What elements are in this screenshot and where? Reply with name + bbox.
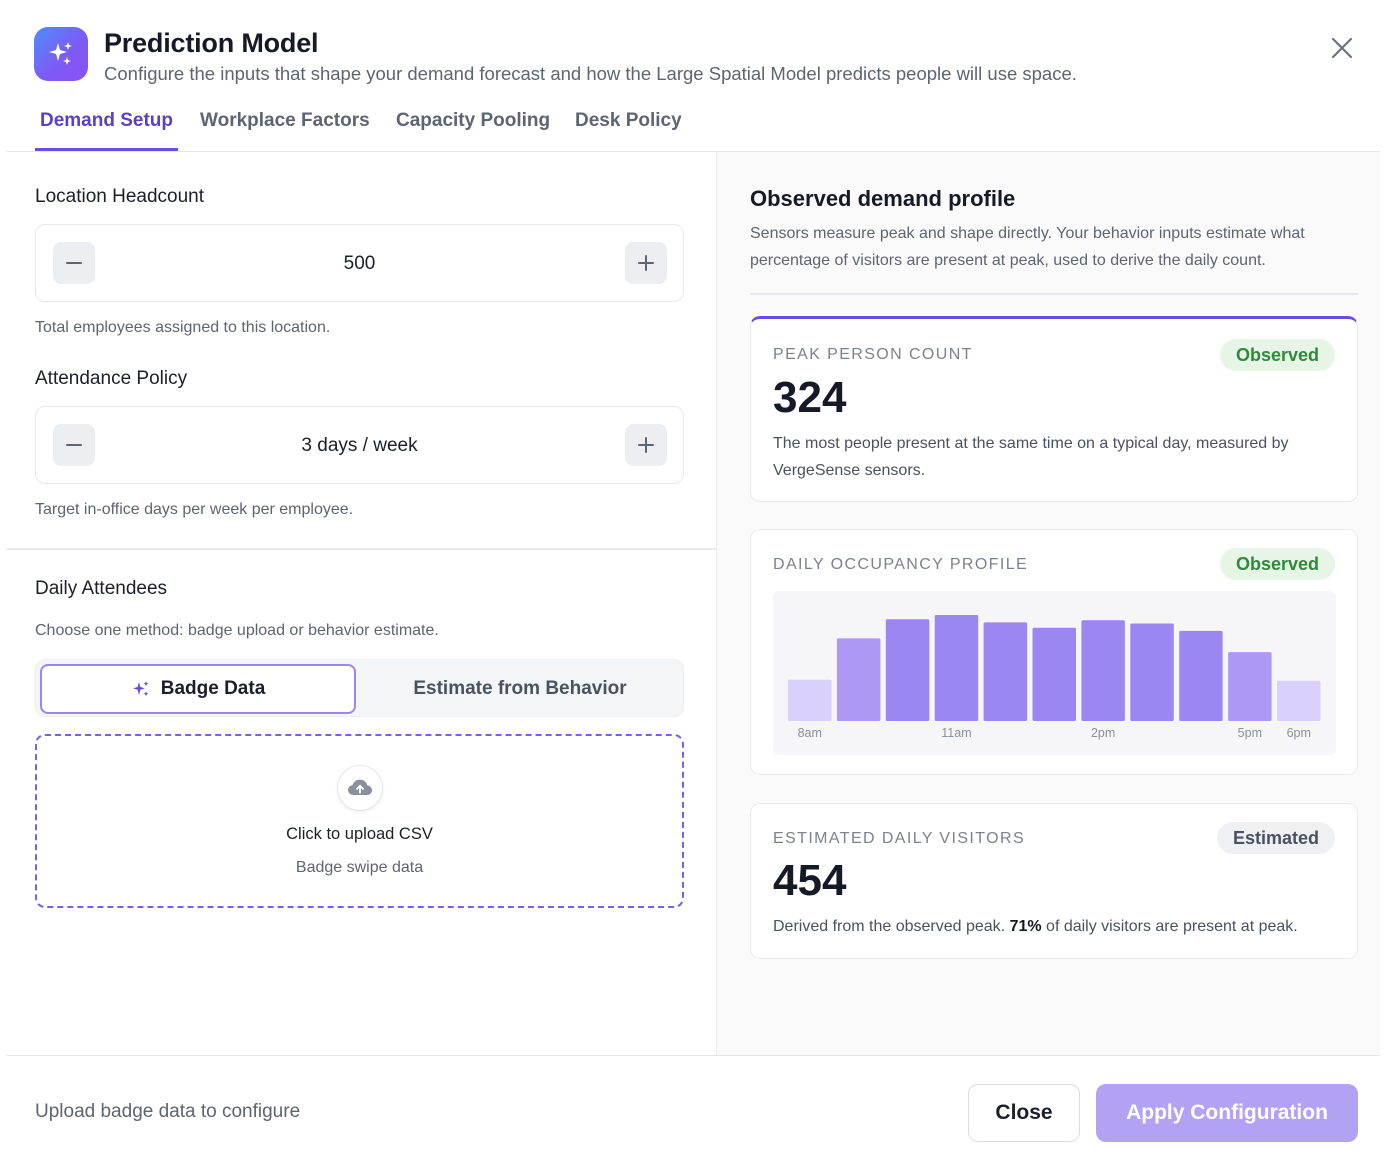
attendance-increment-button[interactable] bbox=[625, 424, 667, 466]
method-toggle: Badge Data Estimate from Behavior bbox=[35, 659, 684, 717]
tab-bar: Demand Setup Workplace Factors Capacity … bbox=[6, 100, 1380, 152]
peak-value: 324 bbox=[773, 373, 847, 422]
peak-label: PEAK PERSON COUNT bbox=[773, 346, 973, 363]
sparkles-icon bbox=[132, 681, 149, 697]
tab-demand-setup[interactable]: Demand Setup bbox=[35, 110, 179, 151]
attendance-stepper: 3 days / week bbox=[35, 406, 684, 484]
attendance-hint: Target in-office days per week per emplo… bbox=[35, 501, 354, 518]
sparkles-icon bbox=[34, 27, 88, 81]
minus-icon bbox=[66, 262, 82, 264]
badge-data-option[interactable]: Badge Data bbox=[40, 664, 356, 714]
x-tick-label: 8am bbox=[798, 726, 822, 740]
dialog-footer: Upload badge data to configure Close App… bbox=[6, 1055, 1380, 1176]
x-tick-label: 11am bbox=[941, 726, 971, 740]
plus-icon bbox=[638, 437, 654, 453]
upload-subtitle: Badge swipe data bbox=[295, 859, 424, 876]
headcount-label: Location Headcount bbox=[35, 186, 205, 207]
headcount-decrement-button[interactable] bbox=[53, 242, 95, 284]
occupancy-bar-chart: 8am 11am 2pm 5pm 6pm bbox=[788, 615, 1321, 740]
profile-title: Observed demand profile bbox=[750, 186, 1016, 211]
profile-description: Sensors measure peak and shape directly.… bbox=[750, 225, 1305, 269]
occupancy-chart-area: 8am 11am 2pm 5pm 6pm bbox=[773, 591, 1336, 755]
estimated-description: Derived from the observed peak. 71% of d… bbox=[773, 913, 1343, 940]
occupancy-bar-5pm bbox=[1228, 652, 1272, 721]
tab-desk-policy[interactable]: Desk Policy bbox=[575, 110, 682, 131]
occupancy-bar-10am bbox=[885, 619, 930, 721]
occupancy-bar-8am bbox=[788, 679, 832, 721]
x-tick-label: 2pm bbox=[1091, 726, 1115, 740]
cloud-upload-icon bbox=[337, 765, 383, 811]
footer-status-text: Upload badge data to configure bbox=[35, 1101, 301, 1122]
plus-icon bbox=[638, 255, 654, 271]
badge-data-label: Badge Data bbox=[160, 678, 266, 699]
peak-status-badge: Observed bbox=[1219, 339, 1335, 371]
profile-divider bbox=[750, 293, 1358, 295]
close-button[interactable]: Close bbox=[968, 1084, 1080, 1142]
daily-attendees-hint: Choose one method: badge upload or behav… bbox=[35, 622, 439, 639]
upload-title: Click to upload CSV bbox=[286, 825, 433, 843]
occupancy-bar-12pm bbox=[983, 622, 1028, 721]
profile-card-label: DAILY OCCUPANCY PROFILE bbox=[773, 556, 1029, 573]
peak-share-percent: 71% bbox=[1009, 918, 1042, 935]
attendance-value[interactable]: 3 days / week bbox=[301, 435, 418, 456]
dialog-header: Prediction Model Configure the inputs th… bbox=[6, 0, 1380, 96]
occupancy-bar-4pm bbox=[1179, 630, 1223, 721]
x-tick-label: 5pm bbox=[1238, 726, 1262, 740]
headcount-increment-button[interactable] bbox=[625, 242, 667, 284]
occupancy-bar-2pm bbox=[1081, 620, 1125, 721]
occupancy-bar-11am bbox=[934, 615, 979, 721]
occupancy-bar-9am bbox=[836, 638, 881, 721]
page-title: Prediction Model bbox=[104, 28, 319, 58]
tab-workplace-factors[interactable]: Workplace Factors bbox=[200, 110, 370, 131]
estimate-from-behavior-option[interactable]: Estimate from Behavior bbox=[413, 678, 627, 699]
headcount-hint: Total employees assigned to this locatio… bbox=[35, 319, 331, 336]
csv-upload-dropzone[interactable]: Click to upload CSV Badge swipe data bbox=[35, 734, 684, 908]
estimated-daily-visitors-card: ESTIMATED DAILY VISITORS Estimated 454 D… bbox=[750, 803, 1358, 959]
estimated-desc-before: Derived from the observed peak. bbox=[773, 918, 1010, 935]
demand-profile-panel: Observed demand profile Sensors measure … bbox=[716, 152, 1380, 1055]
daily-occupancy-profile-card: DAILY OCCUPANCY PROFILE Observed 8am 11am… bbox=[750, 529, 1358, 775]
estimated-label: ESTIMATED DAILY VISITORS bbox=[773, 830, 1026, 847]
peak-person-count-card: PEAK PERSON COUNT Observed 324 The most … bbox=[750, 316, 1358, 502]
headcount-value[interactable]: 500 bbox=[343, 253, 376, 274]
tab-capacity-pooling[interactable]: Capacity Pooling bbox=[396, 110, 551, 131]
estimated-value: 454 bbox=[773, 856, 847, 905]
estimated-status-badge: Estimated bbox=[1216, 822, 1335, 854]
attendance-label: Attendance Policy bbox=[35, 368, 188, 389]
close-icon[interactable] bbox=[1326, 32, 1358, 64]
daily-attendees-label: Daily Attendees bbox=[35, 578, 168, 599]
occupancy-bar-3pm bbox=[1130, 623, 1174, 721]
profile-status-badge: Observed bbox=[1219, 548, 1335, 580]
page-subtitle: Configure the inputs that shape your dem… bbox=[104, 63, 1077, 84]
peak-description: The most people present at the same time… bbox=[773, 435, 1289, 479]
minus-icon bbox=[66, 444, 82, 446]
headcount-stepper: 500 bbox=[35, 224, 684, 302]
attendance-decrement-button[interactable] bbox=[53, 424, 95, 466]
section-divider bbox=[6, 548, 716, 550]
occupancy-bar-1pm bbox=[1032, 627, 1076, 721]
estimated-desc-after: of daily visitors are present at peak. bbox=[1041, 918, 1298, 935]
demand-inputs-panel: Location Headcount 500 Total employees a… bbox=[6, 152, 716, 1055]
apply-configuration-button[interactable]: Apply Configuration bbox=[1096, 1084, 1358, 1142]
x-tick-label: 6pm bbox=[1287, 726, 1311, 740]
prediction-model-dialog: Prediction Model Configure the inputs th… bbox=[6, 0, 1380, 1176]
occupancy-bar-6pm bbox=[1277, 680, 1321, 721]
